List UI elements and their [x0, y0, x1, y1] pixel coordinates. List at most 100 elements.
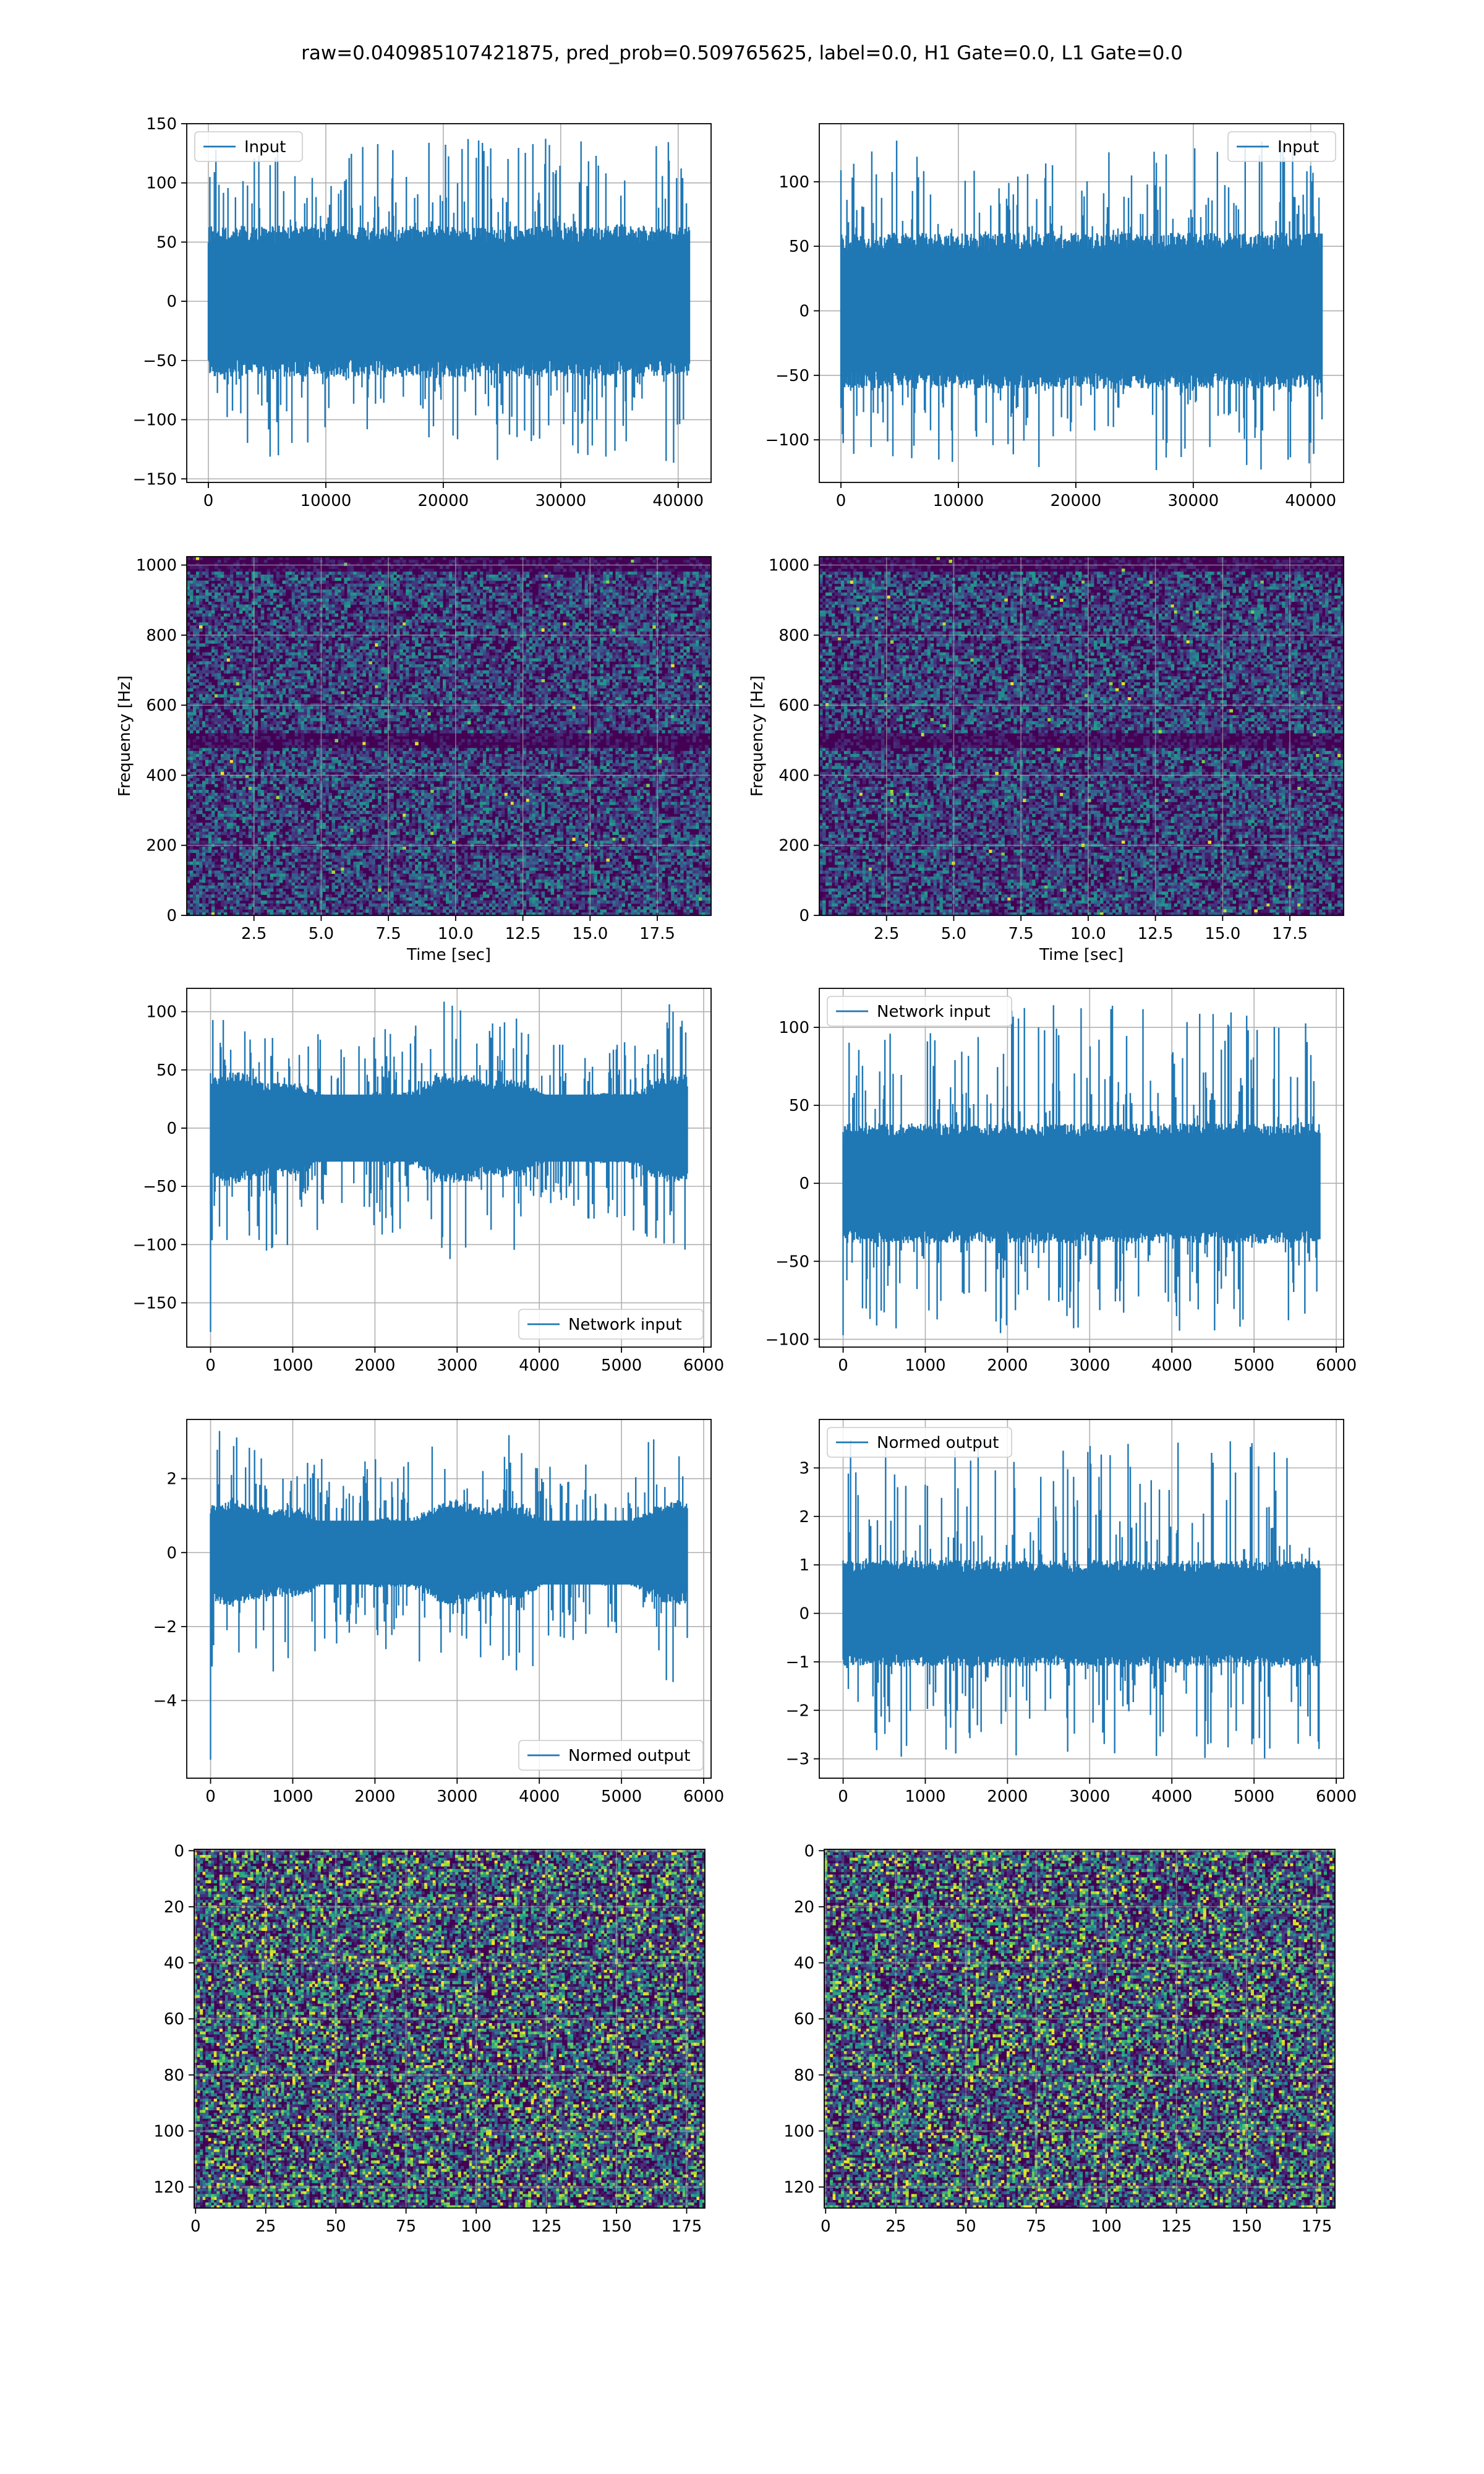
x-tick-label: 12.5	[505, 925, 541, 943]
y-tick-label: 800	[778, 627, 809, 645]
x-tick-label: 10000	[301, 492, 352, 510]
x-tick-label: 0	[205, 1787, 216, 1806]
series-line	[211, 1002, 688, 1332]
y-axis-label: Frequency [Hz]	[116, 675, 134, 797]
y-tick-label: −50	[143, 1178, 177, 1196]
y-tick-label: 50	[789, 238, 809, 256]
y-tick-label: 600	[146, 696, 177, 715]
x-tick-label: 2000	[987, 1787, 1028, 1806]
heatmap-cells	[194, 1849, 706, 2209]
legend: Normed output	[519, 1740, 703, 1770]
x-tick-label: 3000	[437, 1787, 477, 1806]
x-axis-label: Time [sec]	[1039, 946, 1124, 964]
y-tick-label: −100	[765, 431, 809, 450]
chart-spectrogram-h1: 2.5 5.0 7.5 10.0 12.5 15.0 17.5020040060080010…	[116, 557, 712, 964]
legend-label: Input	[244, 138, 286, 156]
y-tick-label: 100	[783, 2122, 814, 2141]
heatmap-cells	[824, 1849, 1336, 2209]
x-tick-label: 15.0	[1205, 925, 1240, 943]
y-tick-label: 0	[166, 1119, 177, 1138]
y-tick-label: 600	[778, 696, 809, 715]
series-core	[843, 1144, 1320, 1223]
x-tick-label: 7.5	[1008, 925, 1033, 943]
x-tick-label: 17.5	[1272, 925, 1308, 943]
y-tick-label: 80	[164, 2066, 184, 2085]
x-tick-label: 0	[205, 1356, 216, 1375]
x-axis-label: Time [sec]	[406, 946, 491, 964]
x-tick-label: 4000	[519, 1356, 560, 1375]
y-tick-label: 200	[146, 837, 177, 855]
chart-network-input-h1: 0 1000 2000 3000 4000 5000 6000−150−100−500501…	[133, 988, 725, 1375]
x-tick-label: 40000	[1285, 492, 1336, 510]
y-tick-label: 0	[799, 302, 809, 321]
y-tick-label: −150	[133, 1294, 177, 1312]
y-tick-label: 50	[789, 1097, 809, 1115]
y-tick-label: −3	[786, 1750, 809, 1769]
x-tick-label: 20000	[1051, 492, 1102, 510]
y-tick-label: 2	[799, 1508, 809, 1526]
y-tick-label: 40	[794, 1954, 814, 1973]
x-tick-label: 20000	[418, 492, 469, 510]
x-tick-label: 100	[1091, 2217, 1122, 2236]
y-tick-label: 2	[166, 1470, 177, 1489]
x-tick-label: 75	[1026, 2217, 1046, 2236]
y-tick-label: −100	[133, 1236, 177, 1254]
x-tick-label: 5.0	[309, 925, 334, 943]
x-tick-label: 2000	[987, 1356, 1028, 1375]
y-tick-label: 0	[166, 1544, 177, 1562]
y-tick-label: 200	[778, 837, 809, 855]
legend: Network input	[827, 996, 1012, 1026]
y-tick-label: 60	[794, 2010, 814, 2029]
series-core	[211, 1095, 688, 1162]
x-tick-label: 0	[838, 1787, 848, 1806]
y-tick-label: 60	[164, 2010, 184, 2029]
x-tick-label: 0	[203, 492, 214, 510]
x-tick-label: 25	[885, 2217, 906, 2236]
x-tick-label: 40000	[652, 492, 704, 510]
y-tick-label: 100	[778, 173, 809, 192]
x-tick-label: 5000	[601, 1356, 642, 1375]
x-tick-label: 2.5	[241, 925, 267, 943]
y-tick-label: −1	[786, 1653, 809, 1672]
x-tick-label: 2000	[354, 1356, 395, 1375]
x-tick-label: 125	[1161, 2217, 1192, 2236]
x-tick-label: 0	[838, 1356, 848, 1375]
legend: Network input	[519, 1309, 703, 1339]
y-tick-label: 100	[153, 2122, 184, 2141]
y-axis-label: Frequency [Hz]	[748, 675, 767, 797]
y-tick-label: 0	[799, 907, 809, 925]
series-core	[211, 1521, 688, 1585]
x-tick-label: 5000	[601, 1787, 642, 1806]
x-tick-label: 4000	[1151, 1787, 1192, 1806]
y-tick-label: −2	[786, 1701, 809, 1720]
legend-label: Network input	[877, 1003, 991, 1021]
x-tick-label: 3000	[1069, 1787, 1110, 1806]
x-tick-label: 30000	[535, 492, 586, 510]
y-tick-label: 0	[804, 1842, 814, 1860]
x-tick-label: 4000	[519, 1787, 560, 1806]
heatmap-cells	[819, 557, 1344, 916]
x-tick-label: 7.5	[375, 925, 401, 943]
x-tick-label: 1000	[272, 1787, 313, 1806]
y-tick-label: 0	[166, 293, 177, 311]
y-tick-label: 0	[174, 1842, 184, 1860]
y-tick-label: −50	[775, 1252, 809, 1271]
x-tick-label: 30000	[1167, 492, 1219, 510]
heatmap-cells	[187, 557, 712, 916]
y-tick-label: −2	[153, 1618, 177, 1637]
y-tick-label: −100	[765, 1330, 809, 1349]
y-tick-label: 1000	[769, 557, 809, 575]
chart-network-input-l1: 0 1000 2000 3000 4000 5000 6000−100−50050100Ne…	[765, 988, 1357, 1375]
x-tick-label: 0	[821, 2217, 831, 2236]
y-tick-label: 800	[146, 627, 177, 645]
x-tick-label: 2.5	[874, 925, 899, 943]
y-tick-label: −50	[775, 367, 809, 385]
y-tick-label: 1	[799, 1556, 809, 1575]
x-tick-label: 50	[956, 2217, 976, 2236]
x-tick-label: 6000	[683, 1787, 724, 1806]
x-tick-label: 1000	[272, 1356, 313, 1375]
y-tick-label: 40	[164, 1954, 184, 1973]
x-tick-label: 50	[326, 2217, 346, 2236]
x-tick-label: 175	[672, 2217, 702, 2236]
y-tick-label: 50	[156, 1061, 177, 1080]
